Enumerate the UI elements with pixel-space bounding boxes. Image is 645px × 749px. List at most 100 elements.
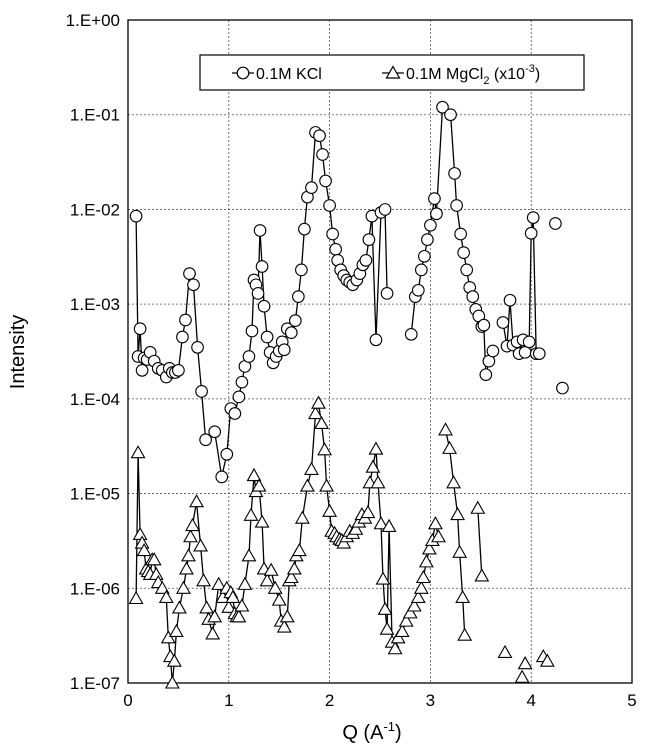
series-mgcl2-point <box>368 441 384 455</box>
series-kcl-point <box>316 148 329 161</box>
legend-kcl-label: 0.1M KCl <box>256 66 322 83</box>
series-kcl-point <box>319 174 332 188</box>
series-mgcl2-point <box>132 526 148 541</box>
y-tick-label: 1.E-03 <box>70 295 120 314</box>
series-kcl-point <box>187 278 200 292</box>
series-mgcl2-point <box>410 589 426 604</box>
series-kcl-point <box>430 207 443 221</box>
x-tick-label: 3 <box>426 691 435 710</box>
y-tick-label: 1.E-07 <box>70 674 120 693</box>
legend-mgcl2-triangle-marker <box>385 65 401 79</box>
series-kcl-point <box>421 233 434 246</box>
legend: 0.1M KCl 0.1M MgCl2 (x10-3) <box>199 54 585 91</box>
series-kcl-point <box>378 203 392 216</box>
series-mgcl2-point <box>286 561 302 575</box>
series-mgcl2-point <box>539 653 555 667</box>
series-kcl-point <box>183 267 196 280</box>
series-mgcl2-point <box>271 592 287 606</box>
y-tick-label: 1.E-04 <box>70 390 120 409</box>
x-tick-label: 1 <box>224 691 233 710</box>
series-mgcl2-point <box>314 415 329 429</box>
series-mgcl2-point <box>381 518 397 532</box>
series-kcl-point <box>295 263 308 277</box>
series-mgcl2-point <box>406 598 422 612</box>
series-mgcl2-point <box>304 461 319 475</box>
series-mgcl2-point <box>237 576 253 590</box>
x-tick-label: 2 <box>325 691 334 710</box>
series-mgcl2-point <box>322 503 338 517</box>
series-kcl-point <box>524 226 538 240</box>
series-kcl-point <box>284 326 298 340</box>
series-mgcl2-point <box>276 619 292 633</box>
series-mgcl2-point <box>225 589 241 604</box>
series-kcl-point <box>418 249 431 263</box>
series-mgcl2-point <box>438 422 453 436</box>
series-kcl-point <box>369 333 383 347</box>
series-mgcl2-line <box>444 429 466 636</box>
series-kcl-point <box>477 318 491 332</box>
series-mgcl2-point <box>360 504 376 519</box>
series-mgcl2 <box>128 395 555 689</box>
y-axis-title: Intensity <box>7 315 29 389</box>
x-tick-label: 4 <box>526 691 535 710</box>
series-mgcl2-point <box>279 609 295 623</box>
series-kcl-point <box>329 242 342 256</box>
series-kcl-point <box>362 233 376 246</box>
series-mgcl2-point <box>377 601 393 615</box>
series-mgcl2-point <box>175 580 191 594</box>
y-axis-tick-labels: 1.E-07 1.E-06 1.E-05 1.E-04 1.E-03 1.E-02 1.E-… <box>66 11 120 693</box>
series-mgcl2-point <box>390 630 406 644</box>
series-mgcl2-point <box>193 538 209 552</box>
series-kcl-point <box>313 129 326 143</box>
y-tick-label: 1.E-01 <box>70 106 120 125</box>
x-axis-tick-labels: 0 1 2 3 4 5 <box>123 691 636 710</box>
series-kcl-point <box>135 363 149 377</box>
legend-kcl-circle-marker <box>236 66 250 80</box>
series-kcl-point <box>245 324 259 338</box>
series-mgcl2-point <box>154 580 170 594</box>
series-kcl-point <box>195 385 208 398</box>
series-mgcl2-point <box>183 529 198 543</box>
y-tick-label: 1.E-05 <box>70 485 120 504</box>
series-mgcl2-point <box>241 548 257 562</box>
series-kcl-point <box>411 283 425 297</box>
series-mgcl2-point <box>294 510 310 524</box>
series-kcl-point <box>133 322 147 336</box>
series-mgcl2-point <box>308 405 323 420</box>
series-kcl-point <box>448 167 461 180</box>
series-kcl-point <box>257 299 271 313</box>
series-mgcl2-point <box>234 598 250 612</box>
series-kcl-point <box>414 263 428 277</box>
series-mgcl2-point <box>415 569 431 584</box>
series-mgcl2-point <box>243 507 259 521</box>
series-mgcl2-point <box>179 561 194 575</box>
series-kcl-point <box>454 227 467 241</box>
series-kcl-point <box>199 433 212 447</box>
series-mgcl2-point <box>160 630 176 644</box>
series-mgcl2-point <box>418 554 434 568</box>
series-kcl-point <box>380 287 394 300</box>
series-mgcl2-point <box>413 580 429 594</box>
series-mgcl2-point <box>158 589 174 604</box>
series-kcl-point <box>277 343 291 357</box>
series-mgcl2-point <box>254 514 270 528</box>
series-mgcl2-point <box>263 562 279 576</box>
series-mgcl2-point <box>299 478 315 492</box>
series-mgcl2-point <box>431 529 446 543</box>
series-kcl-point <box>532 347 546 361</box>
series-mgcl2-point <box>196 573 212 587</box>
series-kcl-point <box>444 108 457 122</box>
y-tick-label: 1.E+00 <box>66 11 120 30</box>
series-mgcl2-point <box>291 542 307 557</box>
series-kcl-point <box>450 199 463 212</box>
series-kcl-point <box>305 181 318 194</box>
series-kcl-point <box>228 407 242 420</box>
x-axis-title: Q (A-1) <box>342 719 401 744</box>
series-kcl-point <box>359 253 373 267</box>
series-mgcl2-point <box>199 600 215 614</box>
series-mgcl2-point <box>375 571 391 585</box>
series-mgcl2-point <box>455 589 471 604</box>
series-mgcl2-point <box>283 569 299 584</box>
series-mgcl2-point <box>246 467 262 482</box>
series-mgcl2-point <box>348 521 364 535</box>
